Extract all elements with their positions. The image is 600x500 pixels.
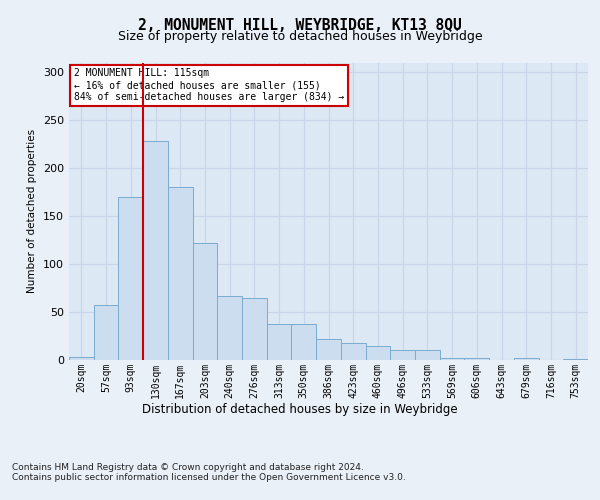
Bar — [341, 342, 365, 360]
Bar — [563, 359, 588, 360]
Bar — [193, 243, 217, 360]
Text: 2 MONUMENT HILL: 115sqm
← 16% of detached houses are smaller (155)
84% of semi-d: 2 MONUMENT HILL: 115sqm ← 16% of detache… — [74, 68, 344, 102]
Bar — [316, 339, 341, 360]
Text: 2, MONUMENT HILL, WEYBRIDGE, KT13 8QU: 2, MONUMENT HILL, WEYBRIDGE, KT13 8QU — [138, 18, 462, 32]
Bar — [242, 298, 267, 360]
Bar — [440, 358, 464, 360]
Bar — [390, 350, 415, 360]
Bar — [168, 188, 193, 360]
Bar — [514, 358, 539, 360]
Bar — [464, 358, 489, 360]
Bar — [292, 324, 316, 360]
Text: Contains HM Land Registry data © Crown copyright and database right 2024.
Contai: Contains HM Land Registry data © Crown c… — [12, 462, 406, 482]
Y-axis label: Number of detached properties: Number of detached properties — [28, 129, 37, 294]
Text: Size of property relative to detached houses in Weybridge: Size of property relative to detached ho… — [118, 30, 482, 43]
Bar — [118, 197, 143, 360]
Text: Distribution of detached houses by size in Weybridge: Distribution of detached houses by size … — [142, 402, 458, 415]
Bar — [69, 357, 94, 360]
Bar — [415, 350, 440, 360]
Bar — [94, 306, 118, 360]
Bar — [217, 296, 242, 360]
Bar — [267, 324, 292, 360]
Bar — [143, 141, 168, 360]
Bar — [365, 346, 390, 360]
